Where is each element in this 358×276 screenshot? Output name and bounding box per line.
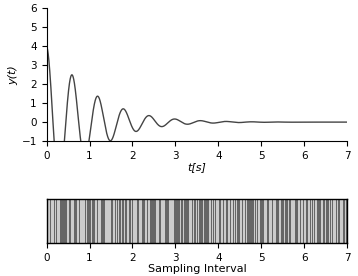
- Bar: [168, 199, 169, 243]
- Bar: [119, 199, 121, 243]
- Bar: [235, 199, 236, 243]
- Bar: [117, 199, 118, 243]
- Bar: [123, 199, 124, 243]
- Bar: [199, 199, 200, 243]
- Bar: [150, 199, 151, 243]
- Bar: [223, 199, 224, 243]
- Bar: [151, 199, 154, 243]
- Bar: [260, 199, 261, 243]
- Bar: [70, 199, 71, 243]
- Bar: [303, 199, 304, 243]
- Bar: [289, 199, 290, 243]
- Bar: [130, 199, 131, 243]
- Bar: [310, 199, 311, 243]
- Bar: [319, 199, 320, 243]
- Bar: [338, 199, 339, 243]
- Bar: [69, 199, 70, 243]
- Bar: [115, 199, 116, 243]
- Bar: [302, 199, 303, 243]
- Bar: [272, 199, 273, 243]
- Bar: [317, 199, 319, 243]
- Bar: [63, 199, 64, 243]
- Bar: [285, 199, 288, 243]
- Bar: [137, 199, 140, 243]
- Bar: [125, 199, 127, 243]
- Bar: [339, 199, 340, 243]
- Bar: [79, 199, 81, 243]
- Bar: [192, 199, 193, 243]
- Bar: [142, 199, 145, 243]
- Bar: [194, 199, 195, 243]
- Bar: [118, 199, 119, 243]
- Bar: [177, 199, 178, 243]
- Bar: [122, 199, 123, 243]
- Bar: [326, 199, 328, 243]
- Bar: [132, 199, 133, 243]
- Bar: [296, 199, 298, 243]
- Bar: [237, 199, 238, 243]
- Bar: [154, 199, 156, 243]
- Bar: [261, 199, 264, 243]
- Bar: [251, 199, 253, 243]
- X-axis label: t[s]: t[s]: [188, 162, 206, 172]
- Bar: [343, 199, 345, 243]
- Bar: [233, 199, 234, 243]
- Bar: [320, 199, 321, 243]
- Bar: [346, 199, 347, 243]
- Bar: [204, 199, 206, 243]
- Bar: [255, 199, 256, 243]
- Bar: [247, 199, 251, 243]
- Bar: [64, 199, 65, 243]
- Bar: [87, 199, 91, 243]
- Bar: [202, 199, 203, 243]
- Bar: [197, 199, 198, 243]
- Bar: [50, 199, 51, 243]
- Bar: [165, 199, 168, 243]
- Bar: [101, 199, 102, 243]
- Y-axis label: y(t): y(t): [9, 65, 19, 84]
- Bar: [74, 199, 77, 243]
- Bar: [60, 199, 62, 243]
- Bar: [245, 199, 246, 243]
- Bar: [207, 199, 209, 243]
- Bar: [323, 199, 325, 243]
- Bar: [184, 199, 188, 243]
- X-axis label: Sampling Interval: Sampling Interval: [147, 264, 246, 274]
- Bar: [97, 199, 98, 243]
- Bar: [226, 199, 228, 243]
- Bar: [311, 199, 313, 243]
- Bar: [92, 199, 95, 243]
- Bar: [215, 199, 216, 243]
- Bar: [300, 199, 301, 243]
- Bar: [111, 199, 113, 243]
- Bar: [180, 199, 183, 243]
- Bar: [218, 199, 221, 243]
- Bar: [159, 199, 161, 243]
- Bar: [282, 199, 284, 243]
- Bar: [238, 199, 240, 243]
- Bar: [328, 199, 329, 243]
- Bar: [229, 199, 231, 243]
- Bar: [267, 199, 269, 243]
- Bar: [188, 199, 189, 243]
- Bar: [102, 199, 104, 243]
- Bar: [332, 199, 333, 243]
- Bar: [158, 199, 159, 243]
- Bar: [290, 199, 291, 243]
- Bar: [174, 199, 177, 243]
- Bar: [306, 199, 308, 243]
- Bar: [314, 199, 315, 243]
- Bar: [242, 199, 243, 243]
- Bar: [213, 199, 214, 243]
- Bar: [201, 199, 202, 243]
- Bar: [257, 199, 258, 243]
- Bar: [54, 199, 55, 243]
- Bar: [66, 199, 67, 243]
- Bar: [276, 199, 279, 243]
